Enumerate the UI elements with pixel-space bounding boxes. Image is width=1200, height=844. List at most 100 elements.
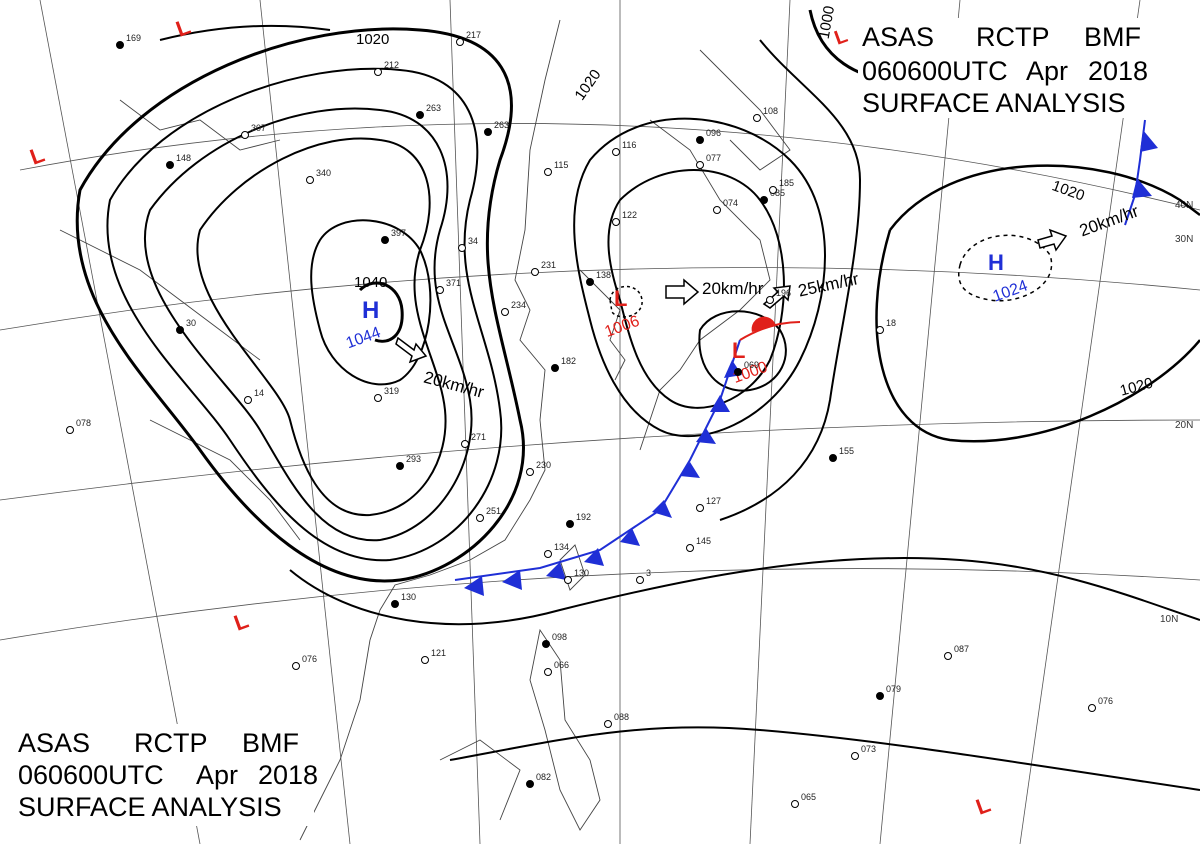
cold-front-east-triangles: [1132, 130, 1158, 198]
isobar-tropical-1: [289, 557, 1200, 626]
station-marker: [604, 720, 612, 728]
station-marker: [306, 176, 314, 184]
station-marker: [551, 364, 559, 372]
station-marker: [116, 41, 124, 49]
isobar-tropical-2: [449, 726, 1200, 791]
station-pressure-code: 115: [554, 160, 568, 170]
station-marker: [531, 268, 539, 276]
station-pressure-code: 082: [536, 772, 551, 782]
front-triangle: [696, 428, 716, 444]
station-pressure-code: 134: [554, 542, 569, 552]
lat-label-20n: 20N: [1175, 420, 1193, 431]
station-pressure-code: 397: [391, 228, 406, 238]
station-marker: [416, 111, 424, 119]
front-triangle: [584, 548, 604, 566]
warm-front-semicircle: [751, 316, 776, 332]
header-bottom-line1-c: BMF: [242, 728, 299, 758]
station-pressure-code: 098: [552, 632, 567, 642]
isobar-siberian-high-3: [143, 107, 473, 542]
station-marker: [766, 296, 774, 304]
isobar-japan-low-inner: [698, 310, 787, 392]
lat-label-10n: 10N: [1160, 614, 1178, 625]
station-pressure-code: 073: [861, 744, 876, 754]
station-pressure-code: 148: [176, 153, 191, 163]
low-letter: L: [832, 25, 851, 50]
station-marker: [566, 520, 574, 528]
station-pressure-code: 14: [254, 388, 264, 398]
longitude-line: [39, 0, 201, 844]
fronts: [454, 119, 1158, 596]
station-pressure-code: 066: [554, 660, 569, 670]
high-center-siberia: H 1044: [344, 297, 383, 352]
station-marker: [458, 244, 466, 252]
front-triangle: [1132, 178, 1152, 198]
station-pressure-code: 340: [316, 168, 331, 178]
isobar-1040: [310, 219, 432, 386]
coastline-inland: [119, 99, 281, 151]
station-marker: [612, 218, 620, 226]
station-pressure-code: 088: [614, 712, 629, 722]
header-top-line2-c: 2018: [1088, 56, 1148, 86]
station-marker: [526, 780, 534, 788]
front-triangle: [1140, 130, 1158, 152]
station-pressure-code: 078: [76, 418, 91, 428]
station-marker: [501, 308, 509, 316]
motion-arrow: [665, 278, 700, 306]
station-marker: [791, 800, 799, 808]
station-marker: [396, 462, 404, 470]
station-marker: [1088, 704, 1096, 712]
station-pressure-code: 069: [744, 360, 759, 370]
isobar-labels: 1020 1020 1020 1020 1000 1040: [354, 4, 1155, 399]
coastline-inland: [59, 229, 261, 361]
station-marker: [769, 186, 777, 194]
station-marker: [476, 514, 484, 522]
station-pressure-code: 108: [763, 106, 778, 116]
station-pressure-code: 182: [561, 356, 576, 366]
station-pressure-code: 212: [384, 60, 399, 70]
station-marker: [244, 396, 252, 404]
header-top-line3: SURFACE ANALYSIS: [862, 88, 1126, 118]
longitude-line: [749, 0, 791, 844]
coastline-korea: [579, 269, 626, 381]
station-pressure-code: 074: [723, 198, 738, 208]
lat-label-30n: 30N: [1175, 234, 1193, 245]
low-letter: L: [172, 14, 193, 42]
high-letter: H: [362, 297, 379, 324]
station-pressure-code: 138: [596, 270, 611, 280]
station-pressure-code: 251: [486, 506, 501, 516]
header-top-line1-c: BMF: [1084, 22, 1141, 52]
coastline-china: [369, 19, 561, 641]
station-marker: [166, 161, 174, 169]
station-pressure-code: 307: [251, 123, 266, 133]
station-pressure-code: 185: [779, 178, 794, 188]
station-marker: [436, 286, 444, 294]
header-bottom-line2-a: 060600UTC: [18, 760, 164, 790]
header-top-line1-b: RCTP: [976, 22, 1050, 52]
station-pressure-code: 121: [431, 648, 446, 658]
header-bottom-background: [14, 724, 314, 826]
isobar-label: 1020: [1050, 177, 1087, 204]
station-marker: [374, 68, 382, 76]
header-bottom-line1-a: ASAS: [18, 728, 90, 758]
front-triangle: [620, 528, 640, 546]
header-top: ASAS RCTP BMF 060600UTC Apr 2018 SURFACE…: [858, 18, 1148, 118]
motion-labels: 20km/hr 20km/hr 25km/hr 20km/hr: [422, 201, 1142, 402]
motion-label: 20km/hr: [702, 279, 764, 298]
coastline-inland: [149, 419, 301, 541]
front-triangle: [680, 462, 700, 478]
station-marker: [374, 394, 382, 402]
station-marker: [542, 640, 550, 648]
station-marker: [381, 236, 389, 244]
station-pressure-code: 217: [466, 30, 481, 40]
motion-arrow: [1037, 228, 1068, 252]
latitude-labels: 40N 30N 20N 10N: [1160, 200, 1193, 625]
coastline-borneo: [439, 739, 521, 821]
header-bottom: ASAS RCTP BMF 060600UTC Apr 2018 SURFACE…: [14, 724, 318, 826]
station-pressure-code: 271: [471, 432, 486, 442]
isobar-siberian-high-outer: [75, 27, 525, 583]
station-pressure-code: 145: [696, 536, 711, 546]
station-marker: [713, 206, 721, 214]
station-marker: [544, 668, 552, 676]
front-triangle: [652, 500, 672, 518]
